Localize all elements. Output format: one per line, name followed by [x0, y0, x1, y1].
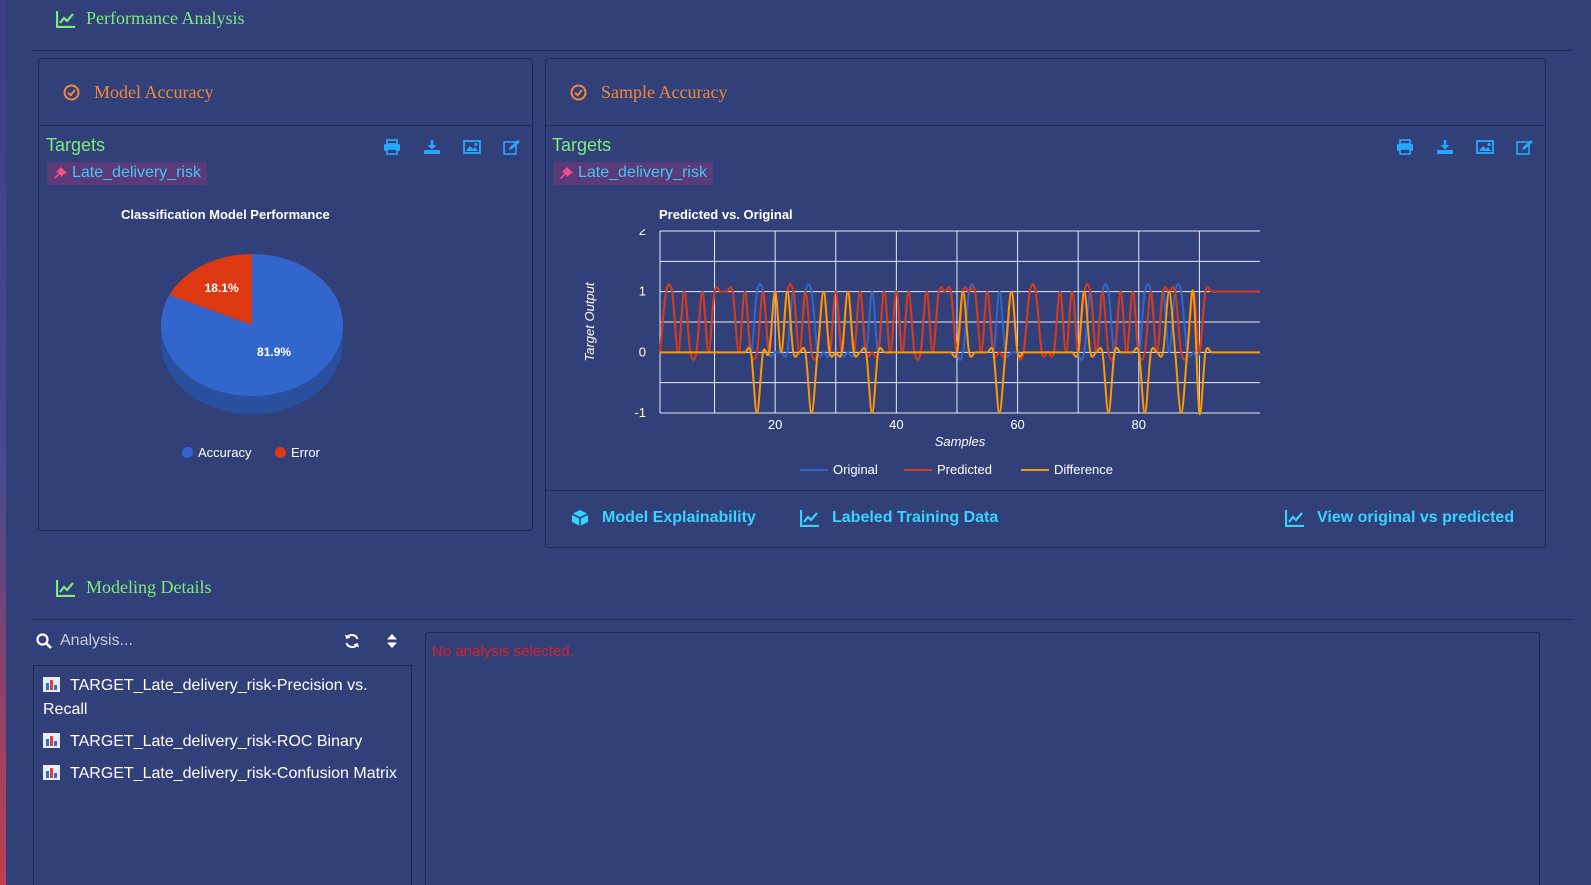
modeling-details-header: Modeling Details — [56, 577, 211, 598]
list-item[interactable]: TARGET_Late_delivery_risk-ROC Binary — [43, 730, 408, 754]
target-tag-label: Late_delivery_risk — [72, 164, 201, 181]
y-tick-label: 2 — [639, 229, 646, 238]
sample-accuracy-panel: Sample Accuracy Targets Late_delivery_ri… — [545, 58, 1546, 548]
line-chart-icon — [1285, 510, 1304, 527]
download-icon[interactable] — [423, 139, 445, 157]
search-icon — [36, 633, 52, 649]
x-axis-label: Samples — [935, 434, 986, 449]
legend-difference: Difference — [1021, 462, 1113, 477]
y-axis-label: Target Output — [582, 281, 597, 361]
legend-error: Error — [275, 445, 320, 460]
analysis-list: TARGET_Late_delivery_risk-Precision vs. … — [33, 665, 412, 885]
line-chart-icon — [56, 10, 75, 28]
performance-analysis-header: Performance Analysis — [56, 8, 244, 29]
window-edge — [0, 0, 6, 885]
panel-header: Model Accuracy — [39, 59, 532, 126]
targets-label: Targets — [46, 135, 106, 155]
list-item[interactable]: TARGET_Late_delivery_risk-Confusion Matr… — [43, 762, 408, 786]
chart-toolbar — [383, 139, 525, 157]
legend-difference-swatch — [1021, 468, 1049, 471]
target-tag[interactable]: Late_delivery_risk — [47, 162, 207, 185]
labeled-training-data-label: Labeled Training Data — [832, 509, 999, 526]
list-item-label: TARGET_Late_delivery_risk-Precision vs. … — [43, 677, 368, 718]
targets-label: Targets — [552, 135, 612, 155]
pie-label-error: 18.1% — [205, 281, 239, 295]
pie-label-accuracy: 81.9% — [257, 345, 291, 359]
line-chart-icon — [56, 579, 75, 597]
panel-header: Sample Accuracy — [546, 59, 1545, 126]
panel-title: Model Accuracy — [94, 81, 214, 102]
download-icon[interactable] — [1436, 139, 1458, 157]
section-title: Modeling Details — [86, 577, 212, 597]
x-tick-label: 20 — [768, 417, 782, 432]
legend-error-label: Error — [291, 445, 320, 460]
x-tick-label: 40 — [889, 417, 903, 432]
check-circle-icon — [570, 84, 587, 100]
legend-accuracy-label: Accuracy — [198, 445, 252, 460]
labeled-training-data-link[interactable]: Labeled Training Data — [800, 509, 998, 527]
chart-title: Classification Model Performance — [121, 207, 330, 222]
print-icon[interactable] — [1396, 139, 1418, 157]
legend-predicted-label: Predicted — [937, 462, 992, 477]
legend-difference-label: Difference — [1054, 462, 1114, 477]
list-item-label: TARGET_Late_delivery_risk-ROC Binary — [70, 733, 363, 750]
section-title: Performance Analysis — [86, 8, 245, 28]
sample-accuracy-links: Model Explainability Labeled Training Da… — [546, 490, 1546, 547]
legend-error-swatch — [275, 447, 286, 458]
view-original-vs-predicted-label: View original vs predicted — [1317, 509, 1515, 526]
line-chart-icon — [800, 510, 819, 527]
y-tick-label: -1 — [634, 405, 646, 420]
legend-original-swatch — [800, 468, 828, 471]
pin-icon — [560, 166, 573, 179]
check-circle-icon — [63, 84, 80, 100]
analysis-detail-panel: No analysis selected. — [425, 632, 1540, 885]
view-original-vs-predicted-link[interactable]: View original vs predicted — [1285, 509, 1514, 527]
model-accuracy-panel: Model Accuracy Targets Late_delivery_ris… — [38, 58, 533, 531]
list-item[interactable]: TARGET_Late_delivery_risk-Precision vs. … — [43, 674, 408, 722]
x-tick-label: 80 — [1132, 417, 1146, 432]
divider — [32, 619, 1573, 620]
legend-predicted: Predicted — [904, 462, 992, 477]
target-tag[interactable]: Late_delivery_risk — [553, 162, 713, 185]
series-difference — [659, 289, 1260, 416]
list-item-label: TARGET_Late_delivery_risk-Confusion Matr… — [70, 765, 397, 782]
print-icon[interactable] — [383, 139, 405, 157]
refresh-icon[interactable] — [344, 633, 360, 649]
chart-title: Predicted vs. Original — [659, 207, 793, 222]
chart-toolbar — [1396, 139, 1538, 157]
model-explainability-link[interactable]: Model Explainability — [570, 509, 756, 527]
legend-accuracy: Accuracy — [182, 445, 251, 460]
sort-icon[interactable] — [386, 633, 398, 649]
bar-chart-icon — [43, 765, 60, 780]
search-input[interactable] — [58, 631, 322, 651]
legend-original: Original — [800, 462, 878, 477]
analysis-search — [36, 630, 416, 652]
cube-icon — [571, 510, 589, 526]
no-selection-message: No analysis selected. — [432, 643, 574, 660]
legend-accuracy-swatch — [182, 447, 193, 458]
pie-slice-accuracy — [160, 254, 343, 396]
legend-predicted-swatch — [904, 468, 932, 471]
target-tag-label: Late_delivery_risk — [578, 164, 707, 181]
pin-icon — [54, 166, 67, 179]
y-tick-label: 1 — [639, 284, 646, 299]
divider — [32, 50, 1573, 51]
image-icon[interactable] — [1476, 139, 1498, 157]
edit-icon[interactable] — [503, 139, 525, 157]
image-icon[interactable] — [463, 139, 485, 157]
bar-chart-icon — [43, 733, 60, 748]
legend-original-label: Original — [833, 462, 878, 477]
pie-slice-error — [169, 254, 252, 325]
pie-chart: 81.9% 18.1% — [160, 254, 343, 414]
y-tick-label: 0 — [639, 344, 646, 359]
bar-chart-icon — [43, 677, 60, 692]
edit-icon[interactable] — [1516, 139, 1538, 157]
model-explainability-label: Model Explainability — [602, 509, 756, 526]
x-tick-label: 60 — [1010, 417, 1024, 432]
line-chart: 2 1 0 -1 20 40 60 80 Samples Target Output — [582, 229, 1260, 449]
panel-title: Sample Accuracy — [601, 81, 728, 102]
